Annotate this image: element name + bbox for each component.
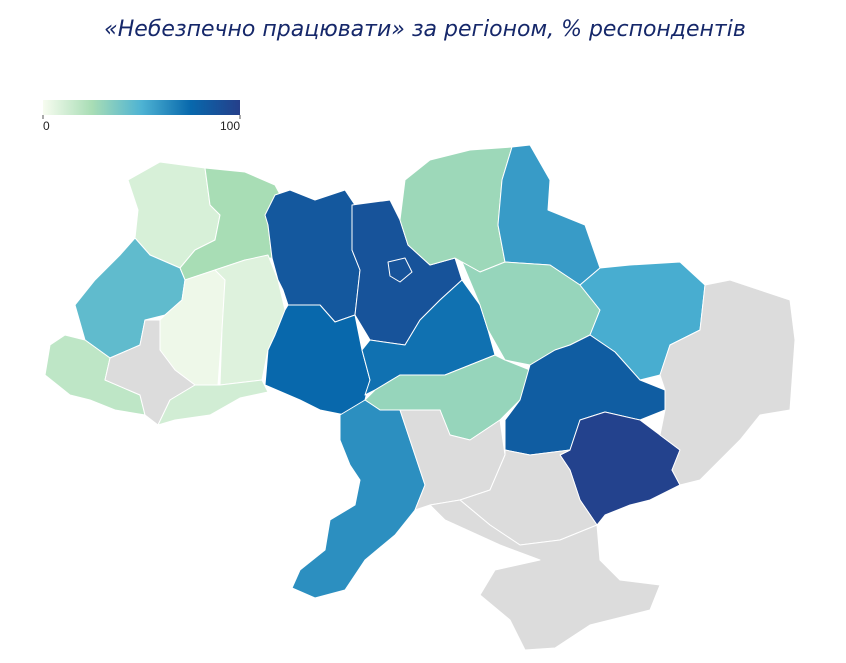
regions	[44, 144, 796, 651]
region	[387, 257, 413, 283]
legend-colorbar	[43, 100, 240, 115]
no-data-region	[659, 279, 796, 486]
legend-tick-label: 0	[43, 119, 50, 133]
region	[291, 399, 426, 599]
region	[157, 379, 269, 426]
no-data-region	[429, 499, 661, 651]
region	[264, 304, 371, 416]
legend-tick-label: 100	[220, 119, 240, 133]
region	[399, 146, 513, 273]
chart-title: «Небезпечно працювати» за регіоном, % ре…	[104, 17, 746, 42]
